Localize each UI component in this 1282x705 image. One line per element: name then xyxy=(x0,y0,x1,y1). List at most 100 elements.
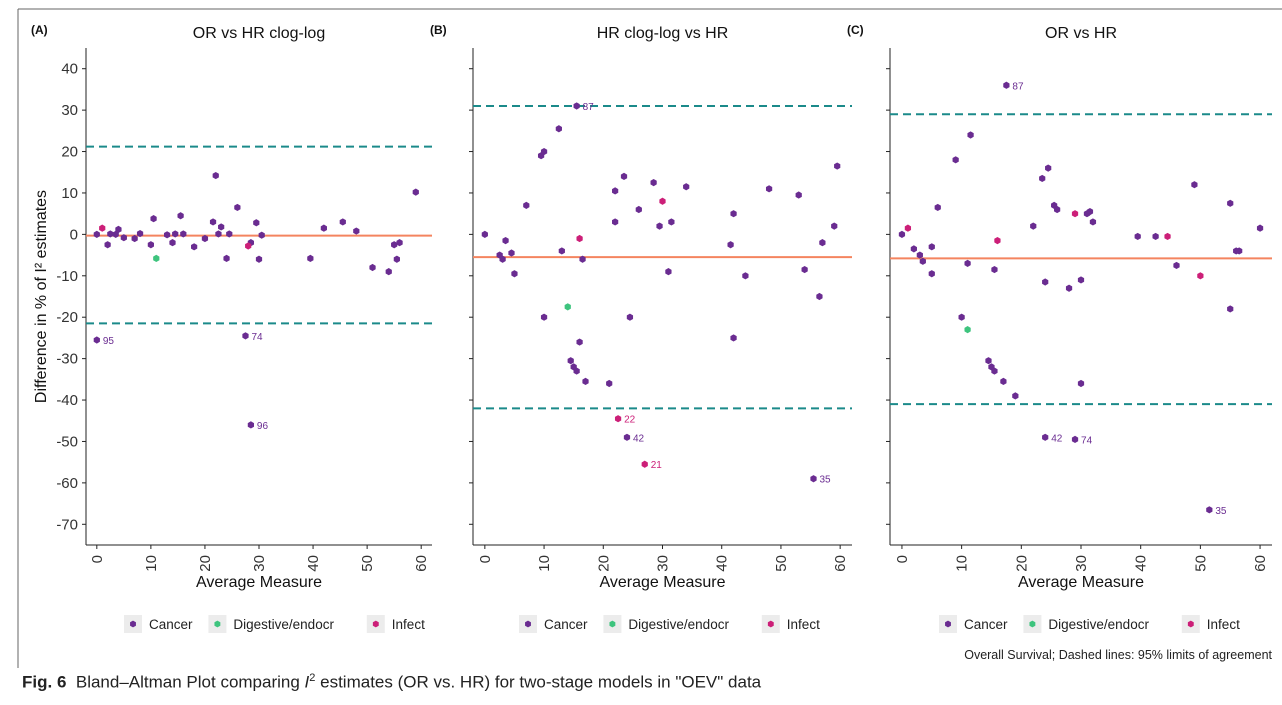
data-point xyxy=(201,234,209,243)
point-annotation: 87 xyxy=(583,102,595,113)
data-point xyxy=(131,234,138,243)
y-axis-label: Difference in % of I² estimates xyxy=(33,190,50,403)
point-annotation: 42 xyxy=(633,433,645,444)
data-point xyxy=(994,236,1001,245)
data-point xyxy=(558,247,565,255)
x-tick-label: 50 xyxy=(1192,555,1209,572)
x-tick-label: 10 xyxy=(143,555,160,572)
data-point xyxy=(1077,379,1085,388)
y-tick-label: 30 xyxy=(61,102,78,119)
data-point xyxy=(801,265,808,274)
y-tick-label: 10 xyxy=(61,185,78,202)
x-tick-label: 50 xyxy=(773,555,790,572)
legend-marker xyxy=(372,620,379,628)
data-point xyxy=(215,230,222,238)
data-point xyxy=(136,229,144,238)
y-tick-label: -70 xyxy=(56,516,78,533)
data-point xyxy=(656,222,663,230)
x-axis-label: Average Measure xyxy=(196,574,322,591)
data-point xyxy=(730,334,737,342)
data-point xyxy=(564,303,571,311)
data-point xyxy=(255,255,263,263)
data-point xyxy=(523,201,530,209)
data-point xyxy=(606,379,613,388)
data-point xyxy=(1071,435,1079,443)
data-point xyxy=(245,242,252,250)
data-point xyxy=(353,227,360,235)
data-point xyxy=(1030,222,1037,230)
figure-caption: Fig. 6 Bland–Altman Plot comparing I2 es… xyxy=(22,672,1222,693)
data-point xyxy=(683,183,690,191)
x-tick-label: 0 xyxy=(477,555,494,563)
point-annotation: 35 xyxy=(820,475,832,486)
data-point xyxy=(910,245,917,253)
data-point xyxy=(191,243,198,251)
data-point xyxy=(112,230,119,238)
chart-panel-1: (A) OR vs HR clog-log -70 -60 -50 -40 -30 -20 -1… xyxy=(31,23,432,633)
data-point xyxy=(1227,305,1234,313)
legend-entry: Digestive/endocr xyxy=(628,617,729,632)
data-point xyxy=(967,131,974,139)
legend-entry: Digestive/endocr xyxy=(1048,617,1149,632)
data-point xyxy=(928,243,935,251)
legend-entry: Cancer xyxy=(964,617,1008,632)
data-point xyxy=(1256,224,1264,232)
x-tick-label: 0 xyxy=(894,555,911,563)
data-point xyxy=(396,239,403,247)
data-point xyxy=(1042,433,1049,441)
data-point xyxy=(958,313,965,321)
point-annotation: 35 xyxy=(1215,506,1227,517)
data-point xyxy=(650,179,657,187)
data-point xyxy=(320,224,327,232)
data-point xyxy=(1042,278,1049,286)
data-point xyxy=(579,255,586,263)
point-annotation: 74 xyxy=(251,332,263,343)
data-point xyxy=(1173,261,1180,270)
x-tick-label: 50 xyxy=(359,555,376,572)
data-point xyxy=(93,230,100,238)
data-point xyxy=(1071,210,1079,218)
panel-label: (A) xyxy=(31,23,48,37)
data-point xyxy=(1197,272,1204,280)
data-point xyxy=(242,332,249,340)
data-point xyxy=(209,218,217,226)
data-point xyxy=(1065,284,1073,292)
legend-marker xyxy=(1029,620,1036,628)
data-point xyxy=(612,218,619,226)
point-annotation: 95 xyxy=(103,336,115,347)
y-tick-label: -60 xyxy=(56,475,78,492)
chart-panel-3: (C) OR vs HR 0 10 20 30 40 50 60 Average Measure 8… xyxy=(847,23,1272,633)
legend-entry: Cancer xyxy=(544,617,588,632)
caption-label: Fig. 6 xyxy=(22,672,67,692)
data-point xyxy=(307,254,314,262)
data-point xyxy=(612,187,619,195)
data-point xyxy=(659,197,666,205)
panel-title: OR vs HR clog-log xyxy=(193,25,325,42)
data-point xyxy=(1164,232,1171,241)
legend-entry: Infect xyxy=(392,617,425,632)
point-annotation: 42 xyxy=(1051,433,1063,444)
legend-entry: Digestive/endocr xyxy=(233,617,334,632)
panel-title: HR clog-log vs HR xyxy=(597,25,729,42)
x-tick-label: 60 xyxy=(832,555,849,572)
data-point xyxy=(991,367,998,375)
data-point xyxy=(1191,181,1198,189)
legend-marker xyxy=(945,620,951,628)
x-axis-label: Average Measure xyxy=(600,574,726,591)
data-point xyxy=(93,336,100,344)
data-point xyxy=(635,205,642,214)
data-point xyxy=(765,185,773,193)
y-tick-label: -10 xyxy=(56,268,78,285)
data-point xyxy=(819,239,826,247)
data-point xyxy=(641,460,648,468)
data-point xyxy=(177,212,184,220)
y-tick-label: -50 xyxy=(56,433,78,450)
data-point xyxy=(511,270,518,278)
data-point xyxy=(258,231,265,239)
data-point xyxy=(180,230,187,238)
data-point xyxy=(626,313,634,321)
caption-text-before: Bland–Altman Plot comparing xyxy=(75,672,305,692)
data-point xyxy=(226,230,233,238)
data-point xyxy=(952,156,959,164)
data-point xyxy=(1012,392,1019,400)
